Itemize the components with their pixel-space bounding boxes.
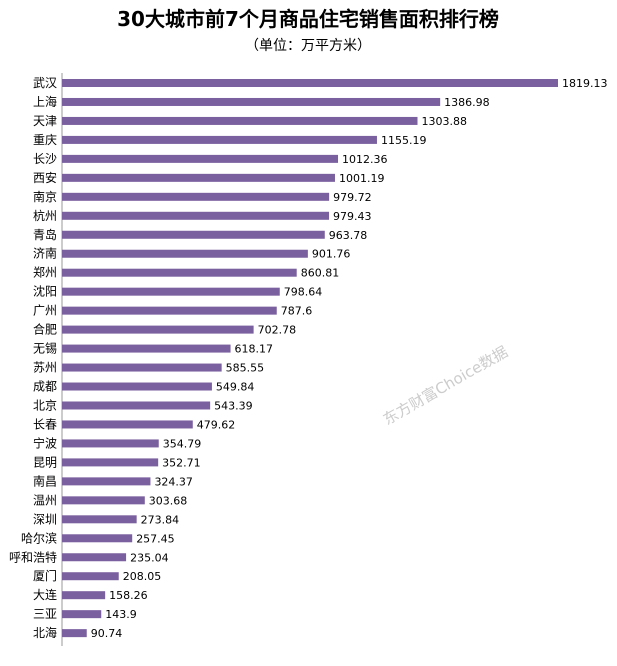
value-label: 1001.19	[339, 172, 385, 185]
category-label: 无锡	[33, 341, 57, 356]
value-label: 979.43	[333, 210, 372, 223]
bar	[62, 249, 308, 258]
category-labels-group: 武汉上海天津重庆长沙西安南京杭州青岛济南郑州沈阳广州合肥无锡苏州成都北京长春宁波…	[9, 76, 57, 640]
value-label: 860.81	[301, 267, 340, 280]
category-label: 北海	[33, 625, 57, 640]
bar	[62, 534, 133, 543]
value-label: 963.78	[329, 229, 368, 242]
category-label: 杭州	[33, 208, 57, 223]
bar	[62, 553, 127, 562]
bar	[62, 382, 212, 391]
category-label: 长沙	[33, 152, 57, 166]
value-label: 1386.98	[444, 96, 490, 109]
bar	[62, 230, 325, 239]
bar	[62, 458, 159, 467]
bar	[62, 344, 231, 353]
bar	[62, 135, 377, 144]
bar	[62, 401, 211, 410]
category-label: 武汉	[33, 76, 57, 90]
category-label: 沈阳	[33, 284, 57, 299]
bars-group	[62, 79, 558, 638]
category-label: 成都	[33, 380, 57, 394]
category-label: 大连	[33, 587, 57, 602]
category-label: 呼和浩特	[9, 549, 57, 564]
value-label: 90.74	[91, 627, 123, 640]
category-label: 天津	[33, 114, 57, 128]
category-label: 南昌	[33, 473, 57, 488]
bar	[62, 363, 222, 372]
category-label: 西安	[33, 170, 57, 185]
value-label: 1155.19	[381, 134, 427, 147]
value-label: 979.72	[333, 191, 372, 204]
bar	[62, 439, 159, 448]
value-label: 618.17	[235, 343, 273, 356]
category-label: 北京	[33, 398, 57, 412]
value-label: 543.39	[214, 399, 253, 412]
bar	[62, 610, 102, 619]
bar	[62, 306, 277, 315]
value-label: 352.71	[162, 456, 201, 469]
category-label: 苏州	[33, 361, 57, 375]
bar	[62, 268, 297, 277]
category-label: 上海	[33, 94, 57, 109]
value-label: 901.76	[312, 248, 351, 261]
bar	[62, 97, 441, 106]
bar	[62, 211, 330, 220]
category-label: 合肥	[33, 322, 57, 337]
bar	[62, 325, 254, 334]
bar	[62, 116, 418, 125]
chart-title: 30大城市前7个月商品住宅销售面积排行榜	[117, 7, 499, 31]
category-label: 青岛	[33, 227, 57, 242]
value-label: 235.04	[130, 551, 169, 564]
value-label: 1012.36	[342, 153, 388, 166]
value-label: 702.78	[258, 324, 297, 337]
value-label: 208.05	[123, 570, 162, 583]
category-label: 宁波	[33, 435, 57, 450]
category-label: 济南	[33, 246, 57, 261]
value-label: 158.26	[109, 589, 147, 602]
value-label: 354.79	[163, 437, 202, 450]
value-label: 257.45	[136, 532, 175, 545]
category-label: 哈尔滨	[21, 530, 57, 545]
bar	[62, 572, 119, 581]
value-label: 143.9	[105, 608, 136, 621]
category-label: 南京	[33, 189, 57, 204]
value-label: 324.37	[154, 475, 193, 488]
category-label: 温州	[33, 493, 57, 507]
bar	[62, 192, 330, 201]
bar	[62, 515, 137, 524]
bar	[62, 420, 193, 429]
value-label: 479.62	[197, 418, 236, 431]
category-label: 长春	[33, 417, 57, 431]
value-label: 1819.13	[562, 77, 608, 90]
bar	[62, 591, 106, 600]
category-label: 广州	[33, 304, 57, 318]
value-label: 1303.88	[422, 115, 468, 128]
category-label: 厦门	[33, 568, 57, 583]
category-label: 郑州	[33, 265, 57, 280]
value-label: 273.84	[141, 513, 180, 526]
value-label: 303.68	[149, 494, 188, 507]
bar	[62, 287, 280, 296]
category-label: 重庆	[33, 133, 57, 147]
value-label: 787.6	[281, 305, 313, 318]
category-label: 三亚	[33, 607, 57, 621]
category-label: 昆明	[33, 455, 57, 469]
bar	[62, 629, 87, 638]
bar	[62, 154, 339, 163]
bar	[62, 173, 335, 182]
bar	[62, 79, 558, 87]
category-label: 深圳	[33, 512, 57, 526]
bar	[62, 477, 151, 486]
value-label: 585.55	[226, 362, 265, 375]
value-labels-group: 1819.13 1386.98 1303.88 1155.19 1012.36 1001.…	[91, 77, 608, 640]
bar	[62, 496, 145, 505]
chart-subtitle: （单位：万平方米）	[245, 38, 371, 54]
value-label: 798.64	[284, 286, 323, 299]
value-label: 549.84	[216, 381, 255, 394]
